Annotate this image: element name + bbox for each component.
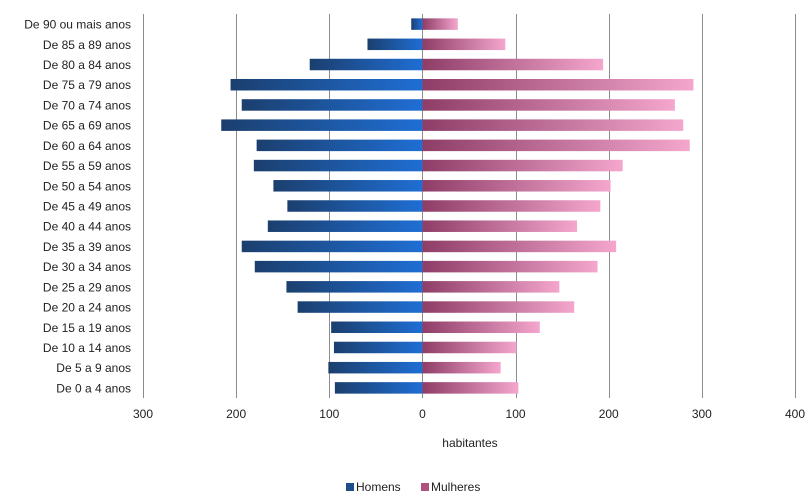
bar-homens-12 (254, 260, 423, 273)
bar-mulheres-17 (422, 361, 501, 374)
x-tick-label-3: 0 (419, 407, 426, 421)
category-label-3: De 75 a 79 anos (43, 78, 131, 92)
bar-homens-6 (256, 139, 423, 152)
category-label-5: De 65 a 69 anos (43, 119, 131, 133)
bar-homens-5 (221, 119, 423, 131)
bar-homens-15 (331, 321, 423, 334)
x-tick-label-2: 100 (319, 407, 339, 421)
bar-mulheres-10 (422, 220, 578, 232)
bar-homens-9 (287, 200, 423, 212)
category-label-15: De 15 a 19 anos (43, 321, 131, 335)
category-label-4: De 70 a 74 anos (43, 98, 131, 112)
bar-mulheres-0 (422, 18, 458, 30)
bar-homens-13 (286, 281, 423, 293)
x-tick-label-5: 200 (599, 407, 619, 421)
x-tick-label-1: 200 (226, 407, 246, 421)
category-label-18: De 0 a 4 anos (56, 381, 131, 395)
category-label-10: De 40 a 44 anos (43, 220, 131, 234)
legend-label-mulheres: Mulheres (431, 480, 480, 494)
bar-homens-1 (367, 38, 423, 51)
bar-mulheres-8 (422, 180, 611, 192)
bar-mulheres-12 (422, 260, 598, 273)
bar-mulheres-9 (422, 200, 601, 212)
bar-mulheres-18 (422, 382, 519, 394)
legend-swatch-mulheres (421, 483, 429, 491)
category-label-14: De 20 a 24 anos (43, 301, 131, 315)
category-labels: De 90 ou mais anos De 85 a 89 anos De 80 a… (24, 18, 131, 396)
category-label-8: De 50 a 54 anos (43, 179, 131, 193)
category-label-7: De 55 a 59 anos (43, 159, 131, 173)
bar-homens-18 (334, 382, 423, 394)
category-label-12: De 30 a 34 anos (43, 260, 131, 274)
bar-mulheres-11 (422, 240, 617, 253)
bars (221, 18, 694, 394)
bar-mulheres-5 (422, 119, 684, 131)
bar-mulheres-7 (422, 159, 623, 172)
x-axis-title: habitantes (442, 436, 497, 450)
bar-homens-4 (241, 99, 423, 111)
category-label-1: De 85 a 89 anos (43, 38, 131, 52)
bar-homens-16 (333, 341, 423, 354)
bar-mulheres-1 (422, 38, 506, 51)
bar-homens-7 (253, 159, 423, 172)
bar-homens-8 (273, 180, 423, 192)
bar-homens-17 (328, 361, 423, 374)
bar-mulheres-6 (422, 139, 690, 152)
bar-homens-11 (241, 240, 423, 253)
bar-mulheres-13 (422, 281, 560, 293)
bar-mulheres-14 (422, 301, 575, 313)
bar-homens-0 (411, 18, 423, 30)
bar-mulheres-15 (422, 321, 540, 334)
bar-mulheres-16 (422, 341, 517, 354)
category-label-0: De 90 ou mais anos (24, 18, 131, 32)
bar-homens-2 (309, 58, 423, 71)
bar-homens-10 (267, 220, 423, 232)
x-tick-label-4: 100 (506, 407, 526, 421)
category-label-13: De 25 a 29 anos (43, 280, 131, 294)
x-tick-labels: 300 200 100 0 100 200 300 400 (133, 407, 805, 421)
legend-swatch-homens (346, 483, 354, 491)
category-label-17: De 5 a 9 anos (56, 361, 131, 375)
bar-mulheres-4 (422, 99, 675, 111)
bar-mulheres-3 (422, 78, 694, 91)
category-label-6: De 60 a 64 anos (43, 139, 131, 153)
category-label-2: De 80 a 84 anos (43, 58, 131, 72)
bar-homens-3 (230, 78, 423, 91)
x-tick-label-0: 300 (133, 407, 153, 421)
legend: Homens Mulheres (346, 480, 480, 494)
bar-mulheres-2 (422, 58, 604, 71)
legend-label-homens: Homens (356, 480, 401, 494)
x-tick-label-7: 400 (785, 407, 805, 421)
x-tick-label-6: 300 (692, 407, 712, 421)
bar-homens-14 (297, 301, 423, 313)
category-label-16: De 10 a 14 anos (43, 341, 131, 355)
category-label-9: De 45 a 49 anos (43, 200, 131, 214)
category-label-11: De 35 a 39 anos (43, 240, 131, 254)
